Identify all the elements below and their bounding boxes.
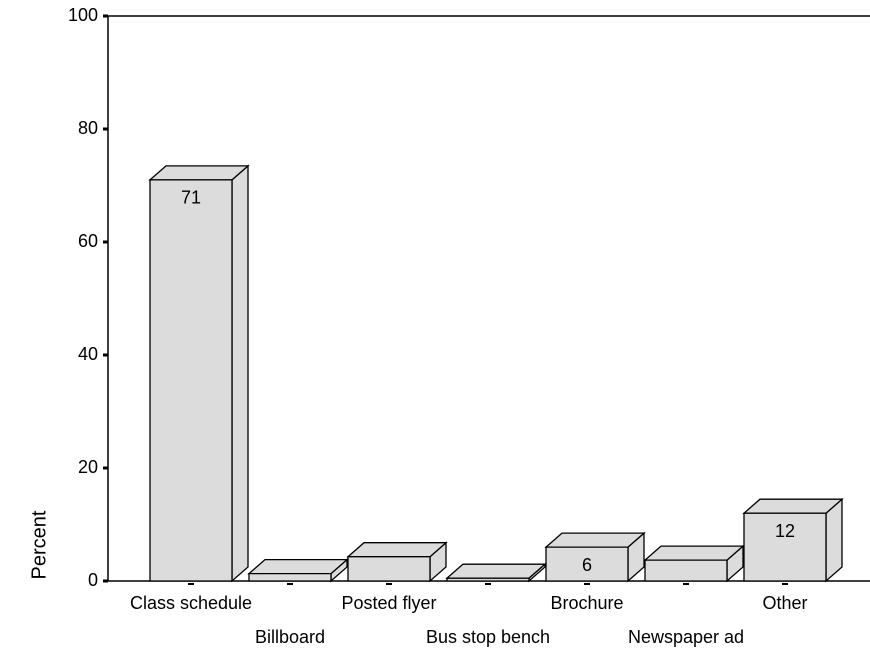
bar-front xyxy=(149,179,233,582)
data-label: 71 xyxy=(181,188,201,208)
bar-top xyxy=(148,165,250,181)
bar xyxy=(742,497,844,583)
bar xyxy=(544,531,646,583)
y-axis-label: Percent xyxy=(28,510,50,579)
x-tick-label: Posted flyer xyxy=(341,593,436,613)
x-tick-label: Newspaper ad xyxy=(628,627,744,647)
bar-front xyxy=(347,556,431,582)
data-label: 12 xyxy=(775,521,795,541)
bar-top xyxy=(445,563,547,579)
y-tick-label: 100 xyxy=(68,5,98,25)
y-tick-label: 80 xyxy=(78,118,98,138)
bar-top xyxy=(544,532,646,548)
x-tick-label: Billboard xyxy=(255,627,325,647)
bar-front xyxy=(743,512,827,582)
bar-front xyxy=(446,577,530,582)
y-tick-label: 60 xyxy=(78,231,98,251)
bar-top xyxy=(742,498,844,514)
bar-front xyxy=(644,559,728,582)
bar-top xyxy=(247,559,349,575)
bar-front xyxy=(545,546,629,582)
x-tick-label: Other xyxy=(762,593,807,613)
bar-top xyxy=(346,542,448,558)
bar xyxy=(643,544,745,583)
y-tick-label: 0 xyxy=(88,570,98,590)
bar xyxy=(148,164,250,583)
bar-top xyxy=(643,545,745,561)
y-tick-label: 40 xyxy=(78,344,98,364)
x-tick-label: Brochure xyxy=(550,593,623,613)
bar xyxy=(247,558,349,583)
y-tick-label: 20 xyxy=(78,457,98,477)
x-tick-label: Bus stop bench xyxy=(426,627,550,647)
bar-front xyxy=(248,573,332,582)
x-tick-label: Class schedule xyxy=(130,593,252,613)
data-label: 6 xyxy=(582,555,592,575)
bar xyxy=(346,541,448,583)
bar-side xyxy=(231,164,249,583)
bar xyxy=(445,562,547,583)
